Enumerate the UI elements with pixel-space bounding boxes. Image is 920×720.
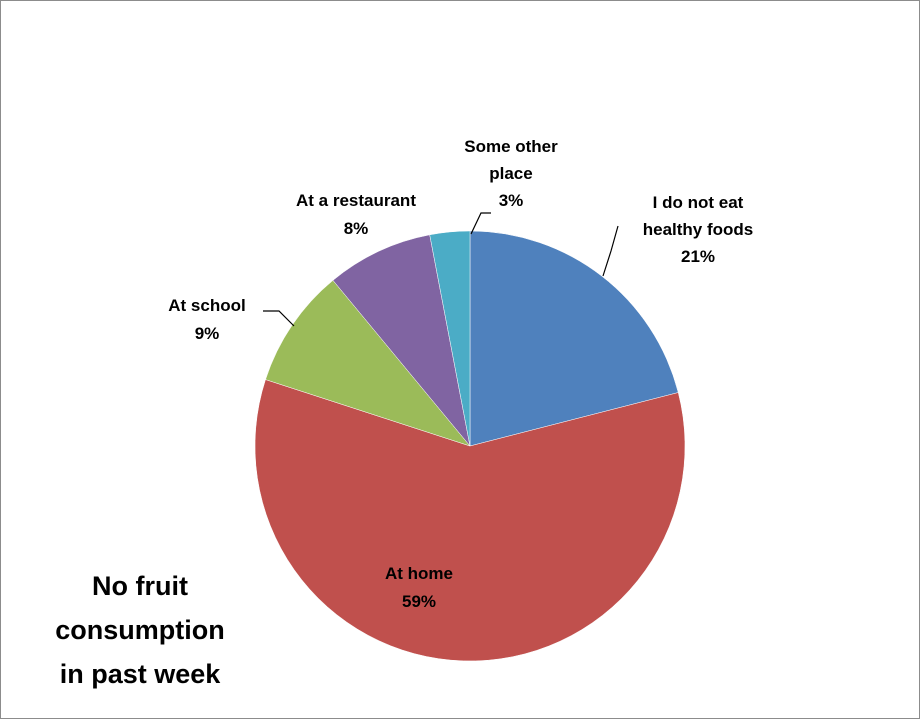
data-labels: I do not eat healthy foods 21% At home 59% At… <box>168 137 753 611</box>
data-label-text-3: At school <box>168 296 245 315</box>
pie-slice-3 <box>265 279 471 447</box>
caption-line-2: consumption <box>55 615 225 645</box>
data-label-percent-2: 59% <box>402 592 436 611</box>
data-label-text-5: Some other <box>464 137 558 156</box>
leader-line-5 <box>470 212 491 235</box>
pie-slice-5 <box>429 230 471 447</box>
data-label-text-1: I do not eat <box>653 193 744 212</box>
caption-line-3: in past week <box>60 659 222 689</box>
data-label-percent-4: 8% <box>344 219 369 238</box>
data-label-percent-1: 21% <box>681 247 715 266</box>
data-label-percent-5: 3% <box>499 191 524 210</box>
leader-line-3 <box>263 310 295 327</box>
data-label-text-2: At home <box>385 564 453 583</box>
leader-line-1 <box>602 225 619 277</box>
pie-slice-2 <box>254 379 686 662</box>
caption-line-1: No fruit <box>92 571 188 601</box>
chart-caption: No fruit consumption in past week <box>55 571 225 689</box>
data-label-percent-3: 9% <box>195 324 220 343</box>
pie-slice-1 <box>469 230 679 447</box>
data-label-text-5: place <box>489 164 532 183</box>
pie-slice-4 <box>332 234 471 447</box>
pie-slices <box>254 230 686 662</box>
leader-lines <box>263 212 619 327</box>
data-label-text-4: At a restaurant <box>296 191 416 210</box>
data-label-text-1: healthy foods <box>643 220 754 239</box>
